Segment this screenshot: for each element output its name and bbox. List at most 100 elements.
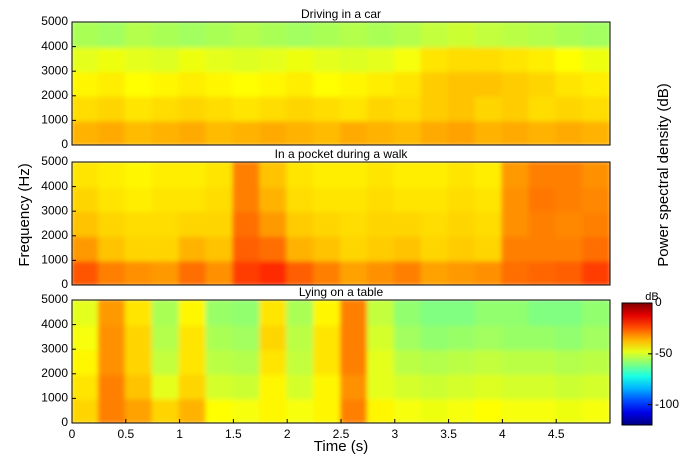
cell — [232, 372, 262, 400]
cell — [447, 372, 477, 400]
y-tick-label: 1000 — [41, 253, 68, 267]
colorbar — [621, 302, 653, 426]
cell — [72, 210, 100, 237]
heatmap — [72, 22, 610, 145]
cell — [205, 45, 235, 73]
cell — [97, 119, 127, 145]
x-tick-label: 3.5 — [440, 427, 457, 441]
cell — [528, 94, 558, 122]
cell — [366, 94, 396, 122]
cell — [393, 70, 423, 97]
y-tick-label: 5000 — [41, 292, 68, 306]
cell — [151, 259, 181, 285]
cell — [393, 45, 423, 73]
cell — [582, 162, 610, 188]
cell — [501, 119, 531, 145]
cell — [205, 259, 235, 285]
cell — [555, 348, 585, 375]
y-tick-label: 5000 — [41, 154, 68, 168]
cell — [420, 259, 450, 285]
y-tick-label: 3000 — [41, 341, 68, 355]
cell — [97, 323, 127, 351]
cell — [420, 300, 450, 326]
cell — [393, 397, 423, 423]
cell — [474, 162, 504, 188]
cell — [97, 22, 127, 48]
cell — [259, 162, 289, 188]
cell — [124, 234, 154, 262]
cell — [151, 348, 181, 375]
cell — [366, 185, 396, 213]
cell — [72, 259, 100, 285]
y-tick-label: 1000 — [41, 391, 68, 405]
cell — [313, 372, 342, 400]
cell — [447, 22, 477, 48]
cell — [420, 70, 450, 97]
cell — [286, 119, 316, 145]
cell — [72, 397, 100, 423]
y-tick-label: 2000 — [41, 228, 68, 242]
cell — [259, 70, 289, 97]
cell — [340, 372, 369, 400]
cell — [313, 119, 342, 145]
cell — [528, 70, 558, 97]
cell — [124, 94, 154, 122]
cell — [340, 45, 369, 73]
cell — [393, 259, 423, 285]
cell — [178, 162, 208, 188]
cell — [501, 45, 531, 73]
cell — [420, 185, 450, 213]
cell — [286, 397, 316, 423]
cell — [124, 372, 154, 400]
colorbar-tick-label: 0 — [655, 295, 662, 309]
x-tick-label: 4 — [499, 427, 506, 441]
panel-title: Driving in a car — [301, 7, 381, 21]
cell — [555, 185, 585, 213]
cell — [286, 94, 316, 122]
x-tick-label: 1 — [176, 427, 183, 441]
cell — [340, 162, 369, 188]
cell — [447, 70, 477, 97]
cell — [501, 234, 531, 262]
cell — [528, 210, 558, 237]
cell — [582, 372, 610, 400]
cell — [582, 397, 610, 423]
cell — [313, 185, 342, 213]
cell — [420, 323, 450, 351]
cell — [124, 119, 154, 145]
cell — [72, 185, 100, 213]
heatmap — [72, 162, 610, 285]
cell — [340, 300, 369, 326]
cell — [501, 348, 531, 375]
cell — [474, 348, 504, 375]
cell — [474, 70, 504, 97]
cell — [124, 22, 154, 48]
cell — [447, 323, 477, 351]
cell — [178, 372, 208, 400]
cell — [178, 234, 208, 262]
cell — [259, 234, 289, 262]
colorbar-label: Power spectral density (dB) — [655, 83, 672, 266]
plot-frame — [71, 161, 611, 286]
x-axis-label: Time (s) — [314, 438, 368, 455]
cell — [474, 323, 504, 351]
cell — [447, 234, 477, 262]
cell — [205, 162, 235, 188]
cell — [178, 259, 208, 285]
cell — [582, 210, 610, 237]
cell — [232, 259, 262, 285]
cell — [447, 162, 477, 188]
cell — [205, 372, 235, 400]
cell — [259, 348, 289, 375]
cell — [528, 300, 558, 326]
cell — [178, 210, 208, 237]
cell — [72, 372, 100, 400]
cell — [313, 45, 342, 73]
cell — [151, 372, 181, 400]
x-tick-label: 3 — [391, 427, 398, 441]
cell — [474, 234, 504, 262]
cell — [286, 45, 316, 73]
cell — [420, 45, 450, 73]
cell — [97, 372, 127, 400]
